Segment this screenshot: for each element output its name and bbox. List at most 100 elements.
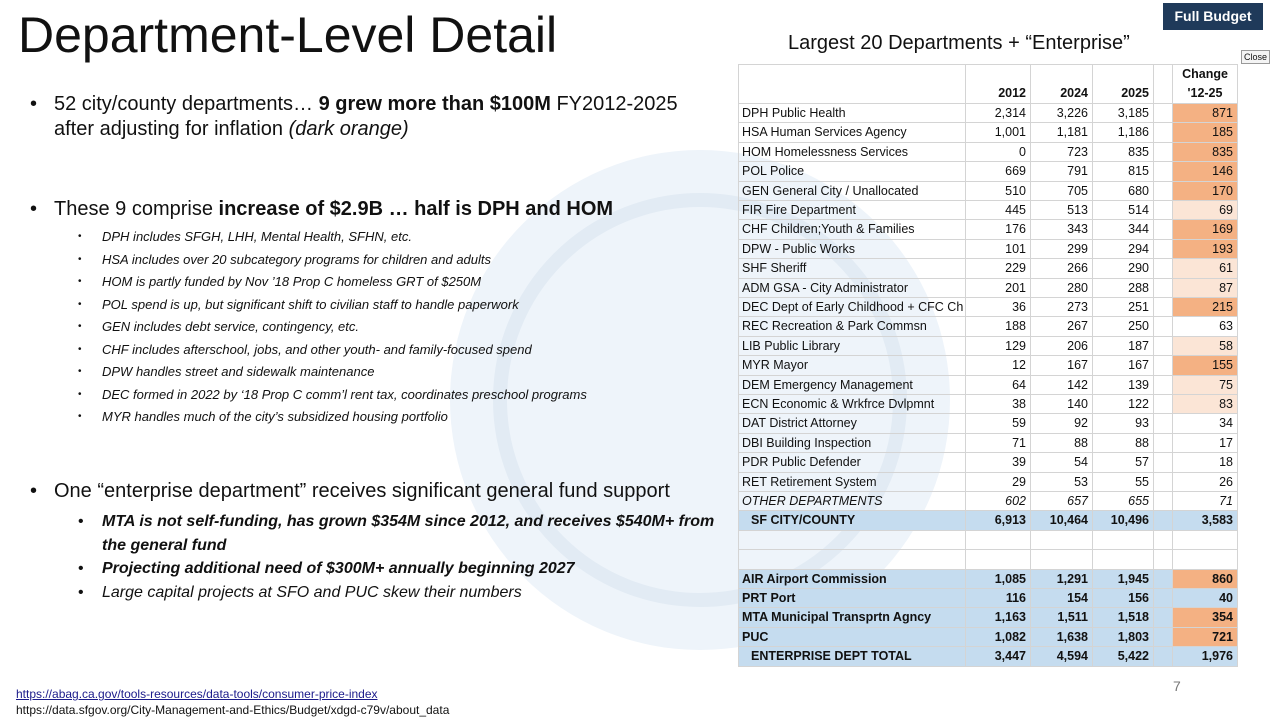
table-cell: 514 xyxy=(1093,201,1154,220)
table-cell: 251 xyxy=(1093,298,1154,317)
table-cell: 705 xyxy=(1031,181,1093,200)
table-cell: 54 xyxy=(1031,453,1093,472)
table-row: ECN Economic & Wrkfrce Dvlpmnt 38 140 122 83 xyxy=(739,395,1238,415)
table-cell xyxy=(1154,608,1173,627)
table-cell: 723 xyxy=(1031,142,1093,162)
table-cell xyxy=(739,530,966,550)
table-cell: 229 xyxy=(966,259,1031,278)
table-cell xyxy=(1093,550,1154,569)
table-row: SHF Sheriff 229 266 290 61 xyxy=(739,259,1238,279)
table-cell xyxy=(1093,530,1154,550)
bullet-group: These 9 comprise increase of $2.9B … hal… xyxy=(30,197,720,429)
table-cell: 75 xyxy=(1173,375,1238,394)
table-cell xyxy=(1154,104,1173,123)
bullet: 52 city/county departments… 9 grew more … xyxy=(30,92,720,142)
header-row: 2012 2024 2025 Change '12-25 xyxy=(739,65,1238,104)
table-row: DPH Public Health 2,314 3,226 3,185 871 xyxy=(739,104,1238,124)
table-row: HOM Homelessness Services 0 723 835 835 xyxy=(739,142,1238,163)
table-cell: 146 xyxy=(1173,162,1238,181)
header-cell: 2025 xyxy=(1093,65,1154,103)
table-cell: DBI Building Inspection xyxy=(739,433,966,453)
table-cell: 18 xyxy=(1173,453,1238,472)
table-cell xyxy=(1154,142,1173,162)
table-cell: 1,163 xyxy=(966,608,1031,627)
sub-list: MTA is not self-funding, has grown $354M… xyxy=(30,510,720,604)
header-cell: Change '12-25 xyxy=(1173,65,1238,103)
table-cell xyxy=(1154,356,1173,375)
table-cell: 1,976 xyxy=(1173,647,1238,666)
table-cell: 140 xyxy=(1031,395,1093,414)
table-row: FIR Fire Department 445 513 514 69 xyxy=(739,201,1238,221)
table-cell: OTHER DEPARTMENTS xyxy=(739,492,966,511)
table-cell: 88 xyxy=(1031,433,1093,453)
sub-bullet: DEC formed in 2022 by ‘18 Prop C comm’l … xyxy=(30,384,720,407)
table-cell: 36 xyxy=(966,298,1031,317)
table-cell xyxy=(966,550,1031,569)
table-cell: 1,945 xyxy=(1093,569,1154,588)
table-cell: 1,638 xyxy=(1031,627,1093,647)
table-cell: 92 xyxy=(1031,414,1093,433)
table-row xyxy=(739,530,1238,551)
link[interactable]: https://abag.ca.gov/tools-resources/data… xyxy=(16,687,378,701)
sub-bullet: MTA is not self-funding, has grown $354M… xyxy=(30,510,720,557)
table-cell: 871 xyxy=(1173,104,1238,123)
table-row: CHF Children;Youth & Families 176 343 344 16… xyxy=(739,220,1238,240)
table-cell xyxy=(1154,278,1173,297)
table-cell: 34 xyxy=(1173,414,1238,433)
header-text: '12-25 xyxy=(1187,86,1223,100)
total-row: ENTERPRISE DEPT TOTAL 3,447 4,594 5,422 1,97… xyxy=(739,647,1238,667)
table-cell: 835 xyxy=(1093,142,1154,162)
table-cell: 40 xyxy=(1173,589,1238,608)
text-run: HSA includes over 20 subcategory program… xyxy=(102,251,492,267)
table-cell: 1,511 xyxy=(1031,608,1093,627)
table-cell: 343 xyxy=(1031,220,1093,239)
table-row: DBI Building Inspection 71 88 88 17 xyxy=(739,433,1238,454)
table-cell: SF CITY/COUNTY xyxy=(739,511,966,530)
table-cell: 139 xyxy=(1093,375,1154,394)
table-cell: 26 xyxy=(1173,472,1238,491)
table-cell xyxy=(1154,336,1173,356)
table-row xyxy=(739,550,1238,570)
table-cell: 167 xyxy=(1093,356,1154,375)
table-cell: 657 xyxy=(1031,492,1093,511)
table-cell xyxy=(1154,317,1173,336)
table-cell: DEC Dept of Early Childhood + CFC Ch xyxy=(739,298,966,317)
table-cell: 655 xyxy=(1093,492,1154,511)
bullet: One “enterprise department” receives sig… xyxy=(30,479,720,504)
table-cell: ENTERPRISE DEPT TOTAL xyxy=(739,647,966,666)
table-cell: POL Police xyxy=(739,162,966,181)
full-budget-button[interactable]: Full Budget xyxy=(1163,3,1263,30)
table-cell: LIB Public Library xyxy=(739,336,966,356)
table-cell: 669 xyxy=(966,162,1031,181)
header-cell: 2024 xyxy=(1031,65,1093,103)
table-cell: 156 xyxy=(1093,589,1154,608)
table-row: DEC Dept of Early Childhood + CFC Ch 36 27… xyxy=(739,298,1238,318)
table-cell: 10,464 xyxy=(1031,511,1093,530)
table-cell: 71 xyxy=(966,433,1031,453)
table-row: RET Retirement System 29 53 55 26 xyxy=(739,472,1238,492)
table-cell: 63 xyxy=(1173,317,1238,336)
table-cell: 1,803 xyxy=(1093,627,1154,647)
text-run: (dark orange) xyxy=(288,118,409,140)
table-cell: 39 xyxy=(966,453,1031,472)
table-cell: 266 xyxy=(1031,259,1093,278)
total-row: PRT Port 116 154 156 40 xyxy=(739,589,1238,609)
table-cell: 1,001 xyxy=(966,123,1031,142)
table-cell: 187 xyxy=(1093,336,1154,356)
table-cell xyxy=(1154,162,1173,181)
table-cell xyxy=(1154,181,1173,200)
table-cell xyxy=(739,550,966,569)
table-cell xyxy=(1154,472,1173,491)
table-cell: 3,583 xyxy=(1173,511,1238,530)
table-cell: 273 xyxy=(1031,298,1093,317)
close-button[interactable]: Close xyxy=(1241,50,1271,64)
table-row: MYR Mayor 12 167 167 155 xyxy=(739,356,1238,376)
text-run: 52 city/county departments… xyxy=(54,93,319,115)
table-cell xyxy=(1154,627,1173,647)
table: 2012 2024 2025 Change '12-25 DPH Public Healt… xyxy=(738,64,1238,667)
table-row: DPW - Public Works 101 299 294 193 xyxy=(739,239,1238,260)
table-cell: 3,185 xyxy=(1093,104,1154,123)
table-cell xyxy=(1154,550,1173,569)
table-cell xyxy=(1154,511,1173,530)
bullet-group: 52 city/county departments… 9 grew more … xyxy=(30,92,720,148)
